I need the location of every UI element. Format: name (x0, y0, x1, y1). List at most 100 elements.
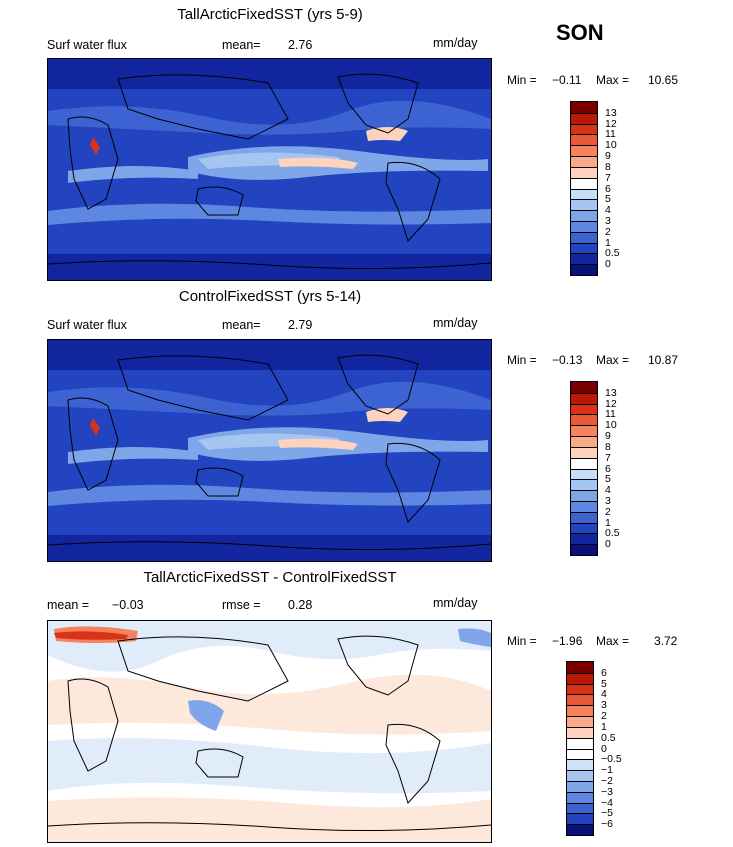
colorbar-tick-label: 2 (605, 505, 611, 518)
antarctic-band (48, 254, 491, 280)
colorbar-tick-label: 13 (605, 106, 617, 119)
colorbar-tick-label: 4 (601, 688, 607, 701)
arctic-band (48, 340, 491, 370)
panel2-min-label: Min = (507, 353, 537, 367)
panel3-mean-value: −0.03 (112, 598, 144, 612)
labrador-neg (458, 628, 491, 647)
coastline-north-america (337, 635, 419, 696)
colorbar-box (567, 716, 593, 727)
colorbar-box (571, 425, 597, 437)
colorbar-tick-label: 1 (605, 236, 611, 249)
colorbar-box (571, 500, 597, 512)
colorbar-box (571, 210, 597, 221)
panel1-min-label: Min = (507, 73, 537, 87)
north-storm-track (48, 100, 491, 135)
colorbar-tick-label: 0.5 (605, 247, 620, 260)
colorbar-tick-label: −2 (601, 774, 613, 787)
colorbar-tick-label: 5 (605, 193, 611, 206)
atlantic-band (68, 447, 198, 464)
panel3-mean-label: mean = (47, 598, 90, 612)
red-sea-max (90, 418, 100, 436)
south-neg-band (48, 738, 491, 794)
panel3-map (47, 620, 492, 843)
south-storm-track (48, 203, 491, 225)
arctic-neg (48, 621, 491, 672)
colorbar-box (571, 490, 597, 501)
colorbar-box (567, 726, 593, 738)
colorbar-tick-label: 5 (601, 677, 607, 690)
colorbar-tick-label: 10 (605, 139, 617, 152)
warm-pool (278, 438, 358, 450)
colorbar-box (571, 231, 597, 243)
panel3-rmse-label: rmse = (222, 598, 261, 612)
colorbar-tick-label: 7 (605, 451, 611, 464)
coastline-eurasia (117, 636, 289, 702)
colorbar-tick-label: −5 (601, 807, 613, 820)
colorbar-box (567, 683, 593, 695)
colorbar-box (571, 134, 597, 146)
colorbar-box (571, 392, 597, 404)
colorbar-box (571, 533, 597, 545)
panel1-map (47, 58, 492, 281)
panel2-min-value: −0.13 (552, 353, 583, 367)
gulf-stream (366, 127, 408, 141)
panel3-max-value: 3.72 (654, 634, 678, 648)
colorbar-box (571, 382, 597, 393)
colorbar-tick-label: 8 (605, 440, 611, 453)
colorbar-tick-label: 7 (605, 171, 611, 184)
colorbar-box (571, 436, 597, 447)
colorbar-tick-label: 9 (605, 430, 611, 443)
panel2-units: mm/day (433, 316, 478, 330)
colorbar-box (567, 770, 593, 781)
colorbar-tick-label: −1 (601, 764, 613, 777)
coastline-eurasia (117, 355, 289, 421)
colorbar-box (571, 123, 597, 135)
colorbar-box (571, 457, 597, 469)
panel2-colorbar: 13 12 11 10 9 8 7 6 5 4 3 2 1 0.5 0 (570, 381, 620, 556)
panel2-title: ControlFixedSST (yrs 5-14) (178, 288, 362, 305)
coastline-north-america (337, 73, 419, 134)
colorbar-tick-label: 3 (605, 494, 611, 507)
coastline-antarctica (48, 541, 491, 551)
colorbar-box (571, 199, 597, 211)
panel3-units: mm/day (433, 596, 478, 610)
colorbar-tick-label: 6 (601, 666, 607, 679)
colorbar-tick-label: 1 (605, 516, 611, 529)
colorbar-tick-label: 0 (605, 538, 611, 551)
colorbar-tick-label: 3 (601, 699, 607, 712)
south-storm-track (48, 484, 491, 506)
panel1-units: mm/day (433, 36, 478, 50)
panel1-variable: Surf water flux (47, 38, 127, 52)
colorbar-box (567, 759, 593, 771)
colorbar-tick-label: 11 (605, 128, 616, 141)
colorbar-box (571, 242, 597, 254)
gulf-stream (366, 408, 408, 422)
panel1-title: TallArcticFixedSST (yrs 5-9) (177, 6, 363, 23)
colorbar-box (571, 264, 597, 275)
panel3-title: TallArcticFixedSST - ControlFixedSST (143, 569, 397, 586)
colorbar-tick-label: 5 (605, 473, 611, 486)
colorbar-box (567, 705, 593, 717)
kuroshio-neg (188, 700, 224, 731)
colorbar-tick-label: 11 (605, 408, 616, 421)
colorbar-box (571, 522, 597, 534)
colorbar-tick-label: 0 (601, 742, 607, 755)
atlantic-band (68, 166, 198, 183)
colorbar-box (571, 220, 597, 232)
panel2-max-label: Max = (596, 353, 630, 367)
panel3-min-label: Min = (507, 634, 537, 648)
colorbar-box (571, 511, 597, 523)
colorbar-tick-label: 2 (605, 225, 611, 238)
colorbar-box (571, 177, 597, 189)
colorbar-tick-label: −4 (601, 796, 613, 809)
colorbar-tick-label: 4 (605, 484, 611, 497)
panel1-mean-label: mean= (222, 38, 261, 52)
colorbar-box (567, 791, 593, 803)
colorbar-box (567, 737, 593, 749)
colorbar-tick-label: 10 (605, 419, 617, 432)
coastline-antarctica (48, 260, 491, 270)
colorbar-box (571, 166, 597, 178)
colorbar-tick-label: 12 (605, 117, 617, 130)
colorbar-tick-label: 0 (605, 258, 611, 271)
colorbar-tick-label: −0.5 (601, 753, 622, 766)
